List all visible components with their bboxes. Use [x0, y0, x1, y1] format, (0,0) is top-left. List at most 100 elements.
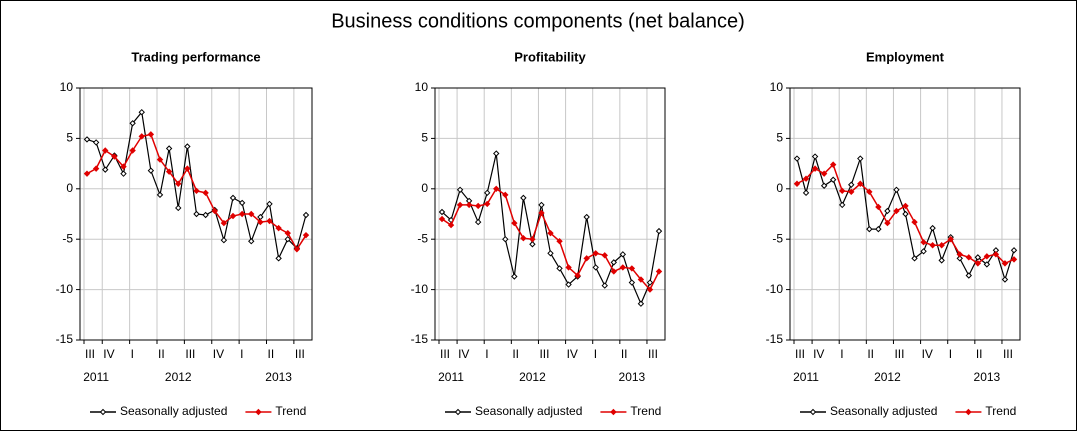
- point: [920, 239, 927, 246]
- plot-border: [434, 87, 666, 341]
- x-tick-label: IV: [567, 347, 578, 361]
- point: [538, 201, 545, 209]
- point: [493, 150, 500, 157]
- point: [175, 180, 182, 187]
- point: [465, 201, 473, 209]
- point: [129, 147, 136, 154]
- point: [884, 219, 891, 227]
- point: [266, 217, 273, 225]
- point: [147, 167, 155, 174]
- point: [628, 265, 636, 272]
- point: [848, 181, 855, 188]
- x-tick-label: III: [539, 347, 549, 361]
- point: [520, 234, 527, 242]
- x-tick-label: IV: [213, 347, 224, 361]
- plot-area: [435, 88, 665, 340]
- x-tick-label: II: [512, 347, 519, 361]
- point: [574, 272, 581, 279]
- point: [884, 207, 891, 215]
- year-label: 2012: [519, 370, 546, 384]
- point: [156, 156, 164, 163]
- point: [848, 188, 855, 196]
- point: [556, 265, 563, 272]
- x-tick-label: II: [976, 347, 983, 361]
- point: [829, 176, 837, 183]
- x-tick-label: II: [621, 347, 628, 361]
- point: [102, 147, 109, 154]
- point: [592, 264, 599, 271]
- point: [529, 235, 536, 243]
- y-tick-label: -15: [766, 332, 784, 346]
- x-tick-label: III: [85, 347, 95, 361]
- x-tick-label: II: [268, 347, 275, 361]
- y-tick-label: -10: [766, 282, 784, 296]
- year-label: 2012: [165, 370, 192, 384]
- point: [893, 207, 900, 215]
- point: [493, 185, 500, 193]
- x-tick-label: III: [440, 347, 450, 361]
- point: [438, 208, 446, 216]
- point: [511, 219, 518, 227]
- point: [1001, 260, 1009, 267]
- y-tick-label: -15: [411, 332, 429, 346]
- point: [811, 153, 819, 160]
- point: [238, 199, 246, 207]
- point: [220, 219, 228, 227]
- y-tick-label: 0: [66, 181, 73, 195]
- point: [248, 238, 255, 245]
- point: [911, 218, 918, 226]
- point: [902, 210, 909, 218]
- x-tick-label: IV: [103, 347, 114, 361]
- legend-label: Seasonally adjusted: [830, 404, 937, 418]
- point: [447, 221, 455, 229]
- y-tick-label: 5: [421, 131, 428, 145]
- point: [83, 170, 91, 177]
- point: [866, 188, 873, 196]
- point: [211, 207, 218, 215]
- point: [547, 250, 554, 257]
- point: [547, 229, 554, 237]
- point: [820, 182, 828, 189]
- legend-marker: [965, 408, 972, 416]
- y-tick-label: 10: [415, 80, 429, 94]
- point: [275, 255, 282, 262]
- panel-title: Trading performance: [131, 49, 260, 64]
- x-tick-label: I: [240, 347, 243, 361]
- point: [284, 235, 291, 243]
- point: [92, 165, 100, 172]
- year-label: 2013: [265, 370, 292, 384]
- point: [1010, 247, 1018, 254]
- point: [974, 260, 982, 267]
- point: [1001, 276, 1009, 283]
- point: [302, 231, 310, 239]
- point: [992, 251, 1000, 258]
- point: [929, 242, 936, 249]
- point: [193, 187, 200, 195]
- point: [655, 268, 663, 275]
- point: [793, 155, 801, 162]
- legend-marker: [454, 408, 462, 416]
- y-tick-label: 5: [66, 131, 73, 145]
- point: [601, 282, 608, 289]
- y-tick-label: 5: [776, 131, 783, 145]
- year-label: 2011: [438, 370, 464, 384]
- y-tick-label: -5: [62, 231, 73, 245]
- point: [284, 229, 291, 237]
- point: [820, 170, 828, 177]
- point: [956, 251, 963, 258]
- year-label: 2012: [874, 370, 901, 384]
- x-tick-label: III: [795, 347, 805, 361]
- point: [983, 253, 991, 260]
- point: [811, 165, 819, 172]
- legend-label: Trend: [275, 404, 306, 418]
- point: [610, 268, 617, 275]
- point: [111, 153, 118, 160]
- point: [129, 120, 136, 127]
- point: [965, 254, 972, 261]
- point: [938, 257, 945, 264]
- point: [983, 261, 991, 268]
- point: [229, 212, 237, 220]
- legend-label: Trend: [985, 404, 1016, 418]
- point: [829, 161, 837, 168]
- point: [583, 255, 590, 262]
